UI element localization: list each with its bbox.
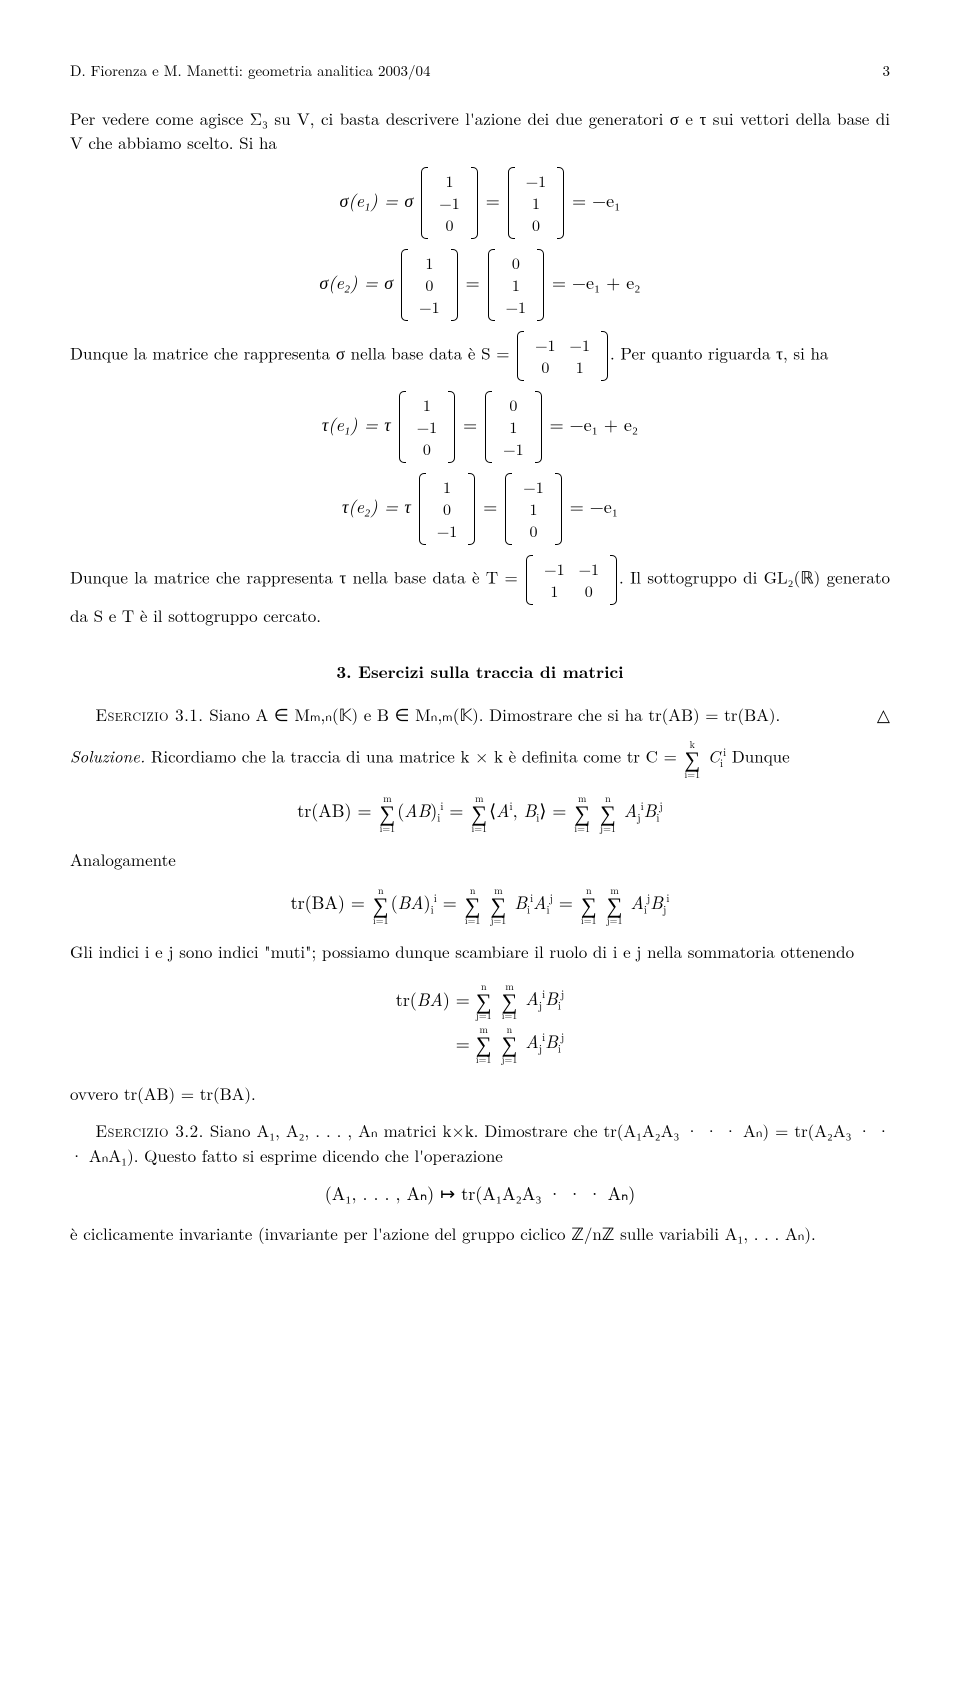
lhs: τ(e₁) = τ [322, 412, 391, 437]
eq-trBA: tr(BA) = n∑i=1(BA)ii = n∑i=1 m∑j=1 BiiAi… [70, 885, 890, 925]
lhs: τ(e₂) = τ [342, 494, 411, 519]
paragraph-intro: Per vedere come agisce Σ₃ su V, ci basta… [70, 106, 890, 155]
exercise-3-1: Esercizio 3.1. Siano A ∈ Mₘ,ₙ(𝕂) e B ∈ M… [70, 702, 890, 727]
eq-trAB: tr(AB) = m∑i=1(AB)ii = m∑i=1⟨Ai, Bi⟩ = m… [70, 793, 890, 833]
paragraph-muti: Gli indici i e j sono indici "muti"; pos… [70, 939, 890, 964]
eq-tau-e2: τ(e₂) = τ 10−1 = −110 = −e₁ [70, 475, 890, 543]
eq-trBA-swapped: tr(BA) = n∑j=1 m∑i=1 AjiBij = m∑i=1 n∑j=… [70, 978, 890, 1068]
paragraph-S: Dunque la matrice che rappresenta σ nell… [70, 333, 890, 379]
lhs: σ(e₁) = σ [340, 188, 414, 213]
exercise-label: Esercizio 3.2. [96, 1118, 204, 1142]
triangle-icon: △ [851, 702, 890, 727]
paragraph-T: Dunque la matrice che rappresenta τ nell… [70, 557, 890, 628]
eq-sigma-e2: σ(e₂) = σ 10−1 = 01−1 = −e₁ + e₂ [70, 251, 890, 319]
lhs: σ(e₂) = σ [319, 270, 393, 295]
paragraph-cyclic: è ciclicamente invariante (invariante pe… [70, 1221, 890, 1246]
exercise-3-2: Esercizio 3.2. Siano A₁, A₂, . . . , Aₙ … [70, 1118, 890, 1167]
page-number: 3 [882, 60, 890, 82]
exercise-label: Esercizio 3.1. [96, 702, 204, 726]
section-title-3: 3. Esercizi sulla traccia di matrici [70, 660, 890, 685]
eq-tau-e1: τ(e₁) = τ 1−10 = 01−1 = −e₁ + e₂ [70, 393, 890, 461]
analogamente-label: Analogamente [70, 847, 890, 872]
solution-label: Soluzione. [70, 744, 145, 768]
eq-cyclic-map: (A₁, . . . , Aₙ) ↦ tr(A₁A₂A₃ · · · Aₙ) [70, 1181, 890, 1207]
paragraph-ovvero: ovvero tr(AB) = tr(BA). [70, 1081, 890, 1106]
eq-sigma-e1: σ(e₁) = σ 1−10 = −110 = −e₁ [70, 169, 890, 237]
solution-intro: Soluzione. Ricordiamo che la traccia di … [70, 739, 890, 779]
header-left: D. Fiorenza e M. Manetti: geometria anal… [70, 60, 431, 82]
